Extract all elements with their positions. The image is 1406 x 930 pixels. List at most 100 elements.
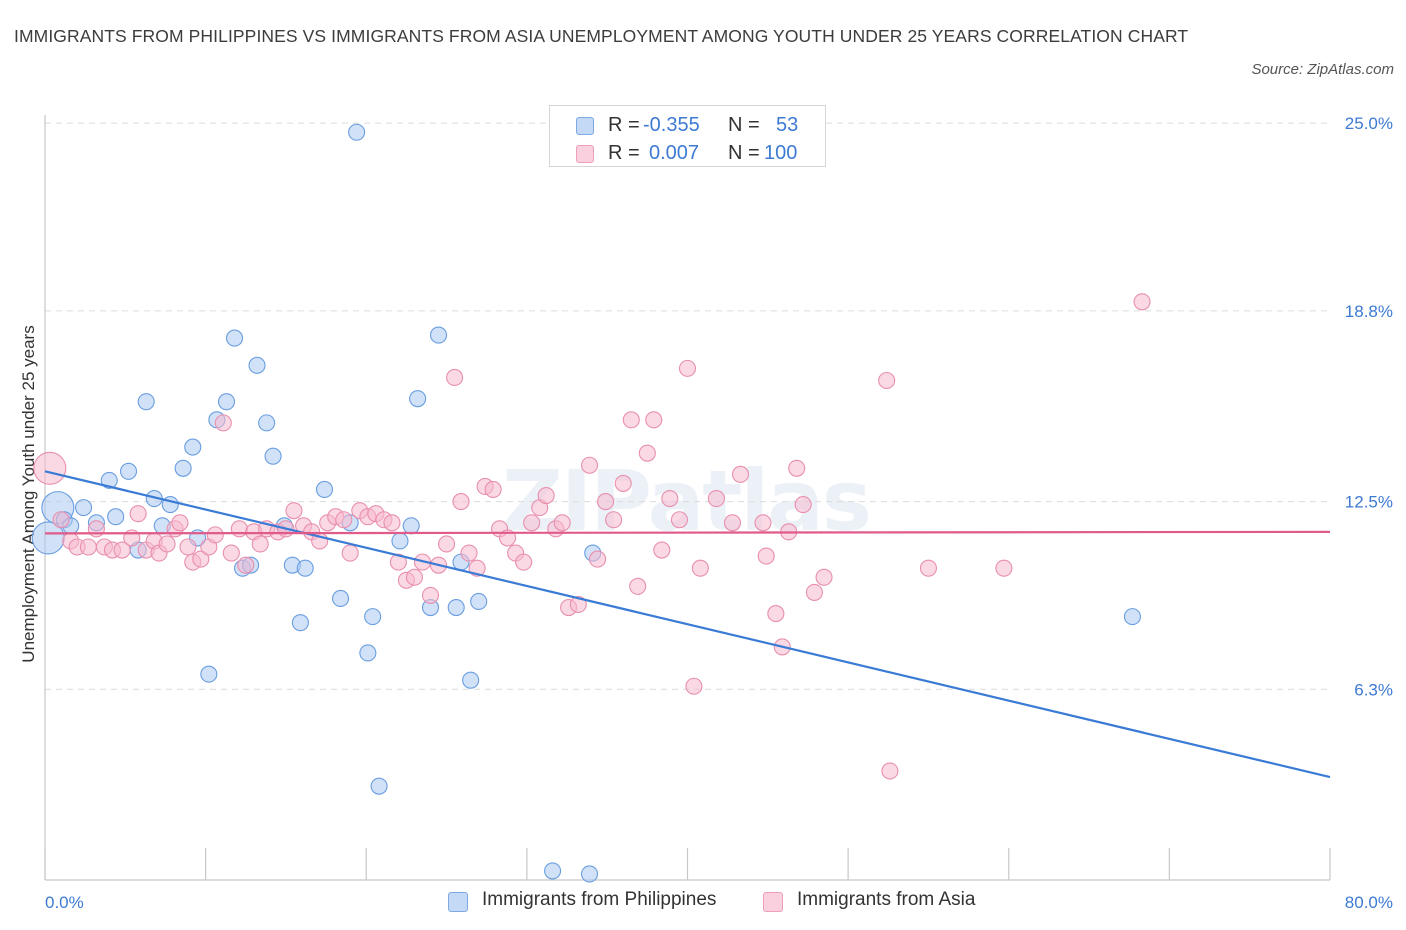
legend-row-philippines: R = -0.355 N = 53 [550,110,825,140]
data-point-philippines [370,777,388,795]
legend-swatch-philippines [576,117,594,135]
data-point-asia [661,490,679,508]
bottom-legend-label-philippines: Immigrants from Philippines [482,889,717,910]
data-point-philippines [258,414,276,432]
data-point-philippines [331,589,350,608]
trend-line-philippines [44,470,1331,779]
data-point-asia [230,520,248,538]
tick-labels: 25.0% 18.8% 12.5% 6.3% 0.0% 80.0% [45,114,1393,912]
data-point-philippines [184,438,202,456]
data-point-philippines [264,447,282,465]
data-point-asia [691,559,709,577]
data-point-asia [881,762,899,780]
data-point-philippines [409,390,427,408]
x-tick-label: 0.0% [45,893,84,912]
data-point-asia [995,559,1013,577]
data-point-asia [79,538,97,556]
data-point-philippines [291,614,309,632]
data-point-asia [515,553,533,571]
data-point-asia [767,605,785,623]
data-point-asia [341,544,359,562]
data-point-philippines [225,329,244,347]
data-point-asia [731,465,750,483]
data-point-asia [805,583,823,601]
data-point-asia [614,474,632,492]
data-point-philippines [296,559,314,577]
legend-swatch-asia [576,145,594,163]
data-point-philippines [359,644,377,662]
data-point-asia [815,568,833,586]
data-point-asia [754,514,772,532]
bottom-legend-swatch-philippines [448,892,468,912]
data-point-asia [878,371,896,390]
data-point-asia [452,493,470,511]
data-point-philippines [391,532,409,550]
bottom-legend-swatch-asia [763,892,783,912]
data-point-asia [113,541,131,559]
data-point-asia [588,550,607,568]
trend-line-asia [44,530,1331,535]
data-point-asia [87,520,105,538]
data-point-asia [707,490,725,508]
data-point-philippines [217,393,236,411]
data-point-philippines [470,592,488,611]
y-tick-label: 12.5% [1345,493,1393,512]
data-point-asia [794,496,812,514]
data-point-asia [206,526,224,544]
data-point-asia [569,595,587,614]
data-point-asia [919,559,937,577]
data-point-asia [237,556,255,574]
y-tick-label: 6.3% [1354,680,1393,699]
data-point-philippines [119,462,138,480]
grid-lines [45,122,1330,690]
y-tick-label: 18.8% [1345,302,1393,321]
data-point-asia [685,677,703,695]
legend-r-value: 0.007 [649,142,700,164]
data-point-philippines [200,665,218,683]
data-point-asia [389,553,407,571]
data-point-philippines [315,480,334,499]
legend-r-value: -0.355 [643,114,700,136]
data-point-asia [446,368,464,387]
data-point-philippines [137,393,155,411]
data-point-asia [484,480,502,499]
chart-source: Source: ZipAtlas.com [1251,61,1394,78]
data-point-asia [251,535,269,553]
data-point-philippines [248,356,266,374]
data-point-philippines [364,608,382,626]
data-point-asia [678,359,697,377]
legend-n-value: 53 [776,114,799,136]
data-point-philippines [429,326,448,344]
data-point-asia [723,514,742,532]
data-point-asia [383,514,401,532]
data-point-asia [788,459,806,477]
legend-r-label: R = [608,114,640,136]
data-point-philippines [447,598,465,617]
data-point-asia [335,511,353,529]
legend-n-label: N = [728,142,760,164]
data-point-philippines [402,517,420,535]
data-point-philippines [462,671,480,689]
legend-n-value: 100 [764,142,798,164]
data-point-asia [438,535,456,553]
data-point-philippines [1123,608,1141,626]
data-point-asia [645,411,663,429]
data-point-asia [222,544,240,562]
data-point-philippines [348,123,366,141]
data-point-asia [171,514,189,532]
data-point-philippines [75,499,93,517]
data-point-asia [421,586,440,604]
legend-r-label: R = [608,142,640,164]
data-point-philippines [100,471,118,489]
data-point-asia [179,538,197,556]
data-point-asia [629,577,647,595]
data-point-asia [460,544,478,562]
data-point-asia [33,451,67,485]
data-point-asia [670,511,689,529]
y-tick-label: 25.0% [1345,114,1393,133]
bottom-legend-label-asia: Immigrants from Asia [797,889,976,910]
legend-row-asia: R = 0.007 N = 100 [550,138,825,168]
data-point-asia [597,493,615,511]
data-point-asia [537,486,555,505]
